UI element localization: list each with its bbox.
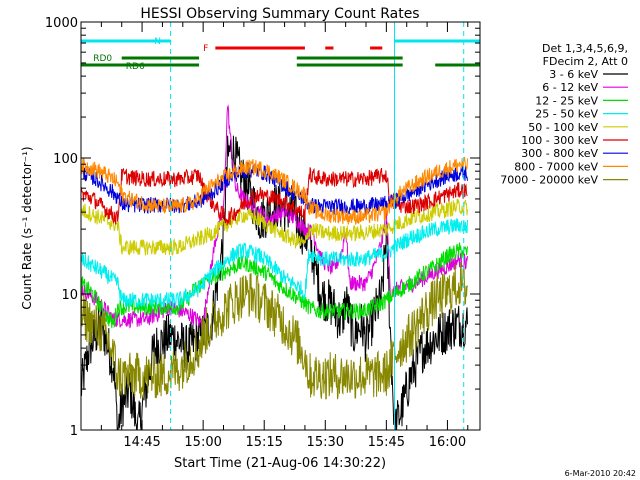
y-tick-label: 10 xyxy=(61,288,78,303)
axes: 1 10 100 1000 14:45 15:00 15:15 15:30 15:45 16:00 xyxy=(45,16,481,450)
status-flags: N F RD0 RD6 xyxy=(81,37,480,72)
x-tick-label: 16:00 xyxy=(429,435,466,450)
x-tick-label: 14:45 xyxy=(123,435,160,450)
series-line-4 xyxy=(80,198,468,256)
legend-entry-label: 300 - 800 keV xyxy=(521,147,598,160)
series-line-8 xyxy=(80,261,468,400)
legend-entry-label: 100 - 300 keV xyxy=(521,134,598,147)
legend: Det 1,3,4,5,6,9,FDecim 2, Att 03 - 6 keV… xyxy=(500,42,628,187)
legend-entry-label: 800 - 7000 keV xyxy=(514,160,598,173)
legend-header: FDecim 2, Att 0 xyxy=(543,55,628,68)
series-line-1 xyxy=(80,104,468,332)
footer-date: 6-Mar-2010 20:42 xyxy=(565,469,636,478)
y-tick-label: 1000 xyxy=(45,16,78,31)
series-line-7 xyxy=(80,156,468,225)
legend-entry-label: 3 - 6 keV xyxy=(549,68,598,81)
x-tick-label: 15:30 xyxy=(307,435,344,450)
legend-entry-label: 25 - 50 keV xyxy=(535,108,598,121)
legend-entry-label: 7000 - 20000 keV xyxy=(500,174,598,187)
legend-entry-label: 6 - 12 keV xyxy=(542,81,598,94)
flag-label: RD6 xyxy=(126,62,145,72)
flag-label: F xyxy=(203,44,208,54)
y-tick-label: 1 xyxy=(70,424,78,439)
flag-label: RD0 xyxy=(93,54,112,64)
series-line-5 xyxy=(80,167,468,226)
series-line-3 xyxy=(80,218,468,309)
x-tick-label: 15:15 xyxy=(245,435,282,450)
x-tick-label: 15:45 xyxy=(368,435,405,450)
legend-header: Det 1,3,4,5,6,9, xyxy=(542,42,628,55)
x-axis-label: Start Time (21-Aug-06 14:30:22) xyxy=(174,456,386,471)
series-line-2 xyxy=(80,242,468,329)
flag-label: N xyxy=(154,37,161,47)
x-tick-label: 15:00 xyxy=(184,435,221,450)
y-tick-label: 100 xyxy=(53,152,78,167)
plot-frame xyxy=(80,21,481,431)
legend-entry-label: 12 - 25 keV xyxy=(535,94,598,107)
legend-entry-label: 50 - 100 keV xyxy=(528,121,598,134)
chart-title: HESSI Observing Summary Count Rates xyxy=(140,6,419,22)
y-axis-label: Count Rate (s⁻¹ detector⁻¹) xyxy=(20,146,34,309)
